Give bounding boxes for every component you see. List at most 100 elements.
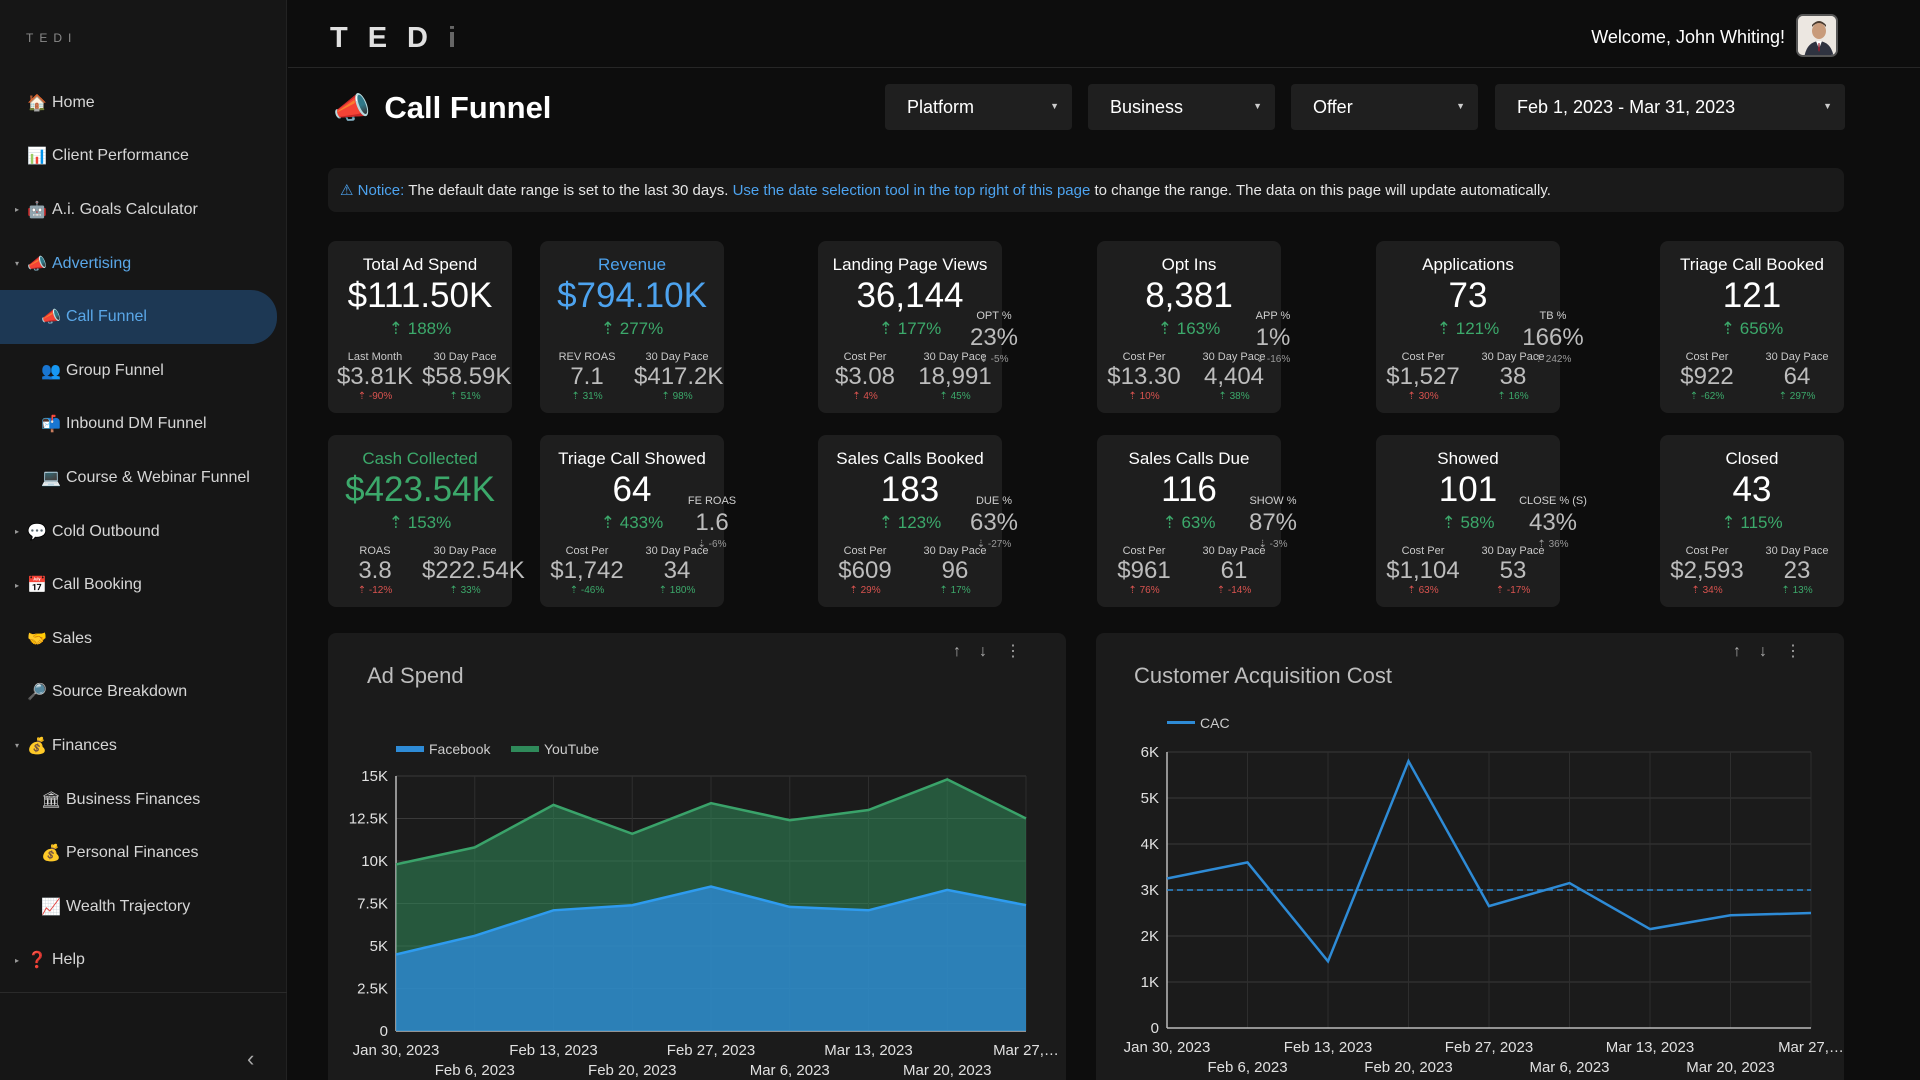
kpi-change: ⇡ 58%	[1376, 513, 1560, 533]
kpi-sub-change-value: -46%	[580, 585, 605, 596]
y-tick-label: 12.5K	[349, 811, 388, 828]
collapse-sidebar-button[interactable]: ‹	[247, 1046, 255, 1071]
more-options-icon[interactable]: ⋮	[1785, 643, 1819, 660]
chevron-down-icon: ▼	[1050, 101, 1059, 111]
caret-right-icon[interactable]: ▸	[15, 205, 20, 215]
x-tick-label: Mar 6, 2023	[750, 1062, 830, 1079]
ratio-change: ⇣ -5%	[979, 354, 1009, 365]
arrow-up-icon: ⇡	[1497, 391, 1509, 402]
sort-descending-icon[interactable]: ↓	[1759, 643, 1785, 660]
kpi-sub-change-value: 33%	[460, 585, 481, 596]
sidebar-item-source-breakdown[interactable]: 🔎 Source Breakdown	[0, 666, 287, 720]
kpi-sub-change: ⇡ 31%	[544, 391, 630, 402]
inbound-dm-funnel-icon: 📬	[41, 416, 61, 434]
kpi-sub-value: $961	[1117, 557, 1171, 584]
y-tick-label: 5K	[370, 938, 388, 955]
kpi-sub-label: 30 Day Pace	[433, 351, 497, 363]
kpi-card-closed: Closed 43 ⇡ 115% Cost Per $2,593 ⇡ 34% 30 Day …	[1660, 435, 1844, 607]
sidebar-item-wealth-trajectory[interactable]: 📈 Wealth Trajectory	[0, 880, 287, 934]
sidebar-item-home[interactable]: 🏠 Home	[0, 76, 287, 130]
sidebar-item-cold-outbound[interactable]: ▸ 💬 Cold Outbound	[0, 505, 287, 559]
cac-title: Customer Acquisition Cost	[1134, 663, 1392, 688]
kpi-sub-label: 30 Day Pace	[645, 545, 709, 557]
kpi-sub-change-value: 10%	[1139, 391, 1160, 402]
kpi-card-showed: Showed 101 ⇡ 58% Cost Per $1,104 ⇡ 63% 30 Day …	[1376, 435, 1560, 607]
sort-ascending-icon[interactable]: ↑	[1733, 643, 1759, 660]
kpi-sub-value: 61	[1220, 557, 1248, 584]
caret-right-icon[interactable]: ▸	[15, 527, 20, 537]
offer-filter-label: Offer	[1313, 96, 1353, 117]
kpi-sub-change-value: 76%	[1139, 585, 1160, 596]
y-tick-label: 4K	[1141, 836, 1159, 853]
arrow-up-icon: ⇡	[939, 391, 951, 402]
sidebar-item-call-funnel[interactable]: 📣 Call Funnel	[0, 290, 277, 344]
finances-icon: 💰	[27, 737, 47, 755]
kpi-sub-change-value: 51%	[460, 391, 481, 402]
x-tick-label: Jan 30, 2023	[353, 1042, 440, 1059]
offer-filter[interactable]: Offer ▼	[1291, 84, 1478, 130]
sidebar-item-group-funnel[interactable]: 👥 Group Funnel	[0, 344, 287, 398]
ratio-value: 1%	[1255, 324, 1291, 351]
caret-down-icon[interactable]: ▾	[15, 259, 20, 269]
kpi-card-applications: Applications 73 ⇡ 121% Cost Per $1,527 ⇡ 30% 3…	[1376, 241, 1560, 413]
more-options-icon[interactable]: ⋮	[1005, 643, 1039, 660]
sidebar-item-label: Course & Webinar Funnel	[66, 468, 250, 486]
kpi-sub-change-value: -62%	[1700, 391, 1725, 402]
business-filter[interactable]: Business ▼	[1088, 84, 1275, 130]
sidebar-item-label: Personal Finances	[66, 844, 199, 862]
personal-finances-icon: 💰	[41, 845, 61, 863]
app-logo[interactable]: TEDi	[330, 22, 476, 55]
ratio-label: DUE %	[975, 495, 1013, 507]
sidebar-item-sales[interactable]: 🤝 Sales	[0, 612, 287, 666]
kpi-sub-value: $1,742	[550, 557, 624, 584]
help-icon: ❓	[27, 952, 47, 970]
cold-outbound-icon: 💬	[27, 523, 47, 541]
arrow-up-icon: ⇡	[571, 391, 583, 402]
caret-right-icon[interactable]: ▸	[15, 580, 20, 590]
kpi-sub-change: ⇡ 13%	[1754, 585, 1840, 596]
legend-swatch-facebook	[396, 746, 424, 752]
client-performance-icon: 📊	[27, 148, 47, 166]
sidebar-item-help[interactable]: ▸ ❓ Help	[0, 934, 287, 988]
sidebar-item-business-finances[interactable]: 🏛 Business Finances	[0, 773, 287, 827]
notice-text: The default date range is set to the las…	[404, 182, 733, 199]
sidebar-item-inbound-dm-funnel[interactable]: 📬 Inbound DM Funnel	[0, 398, 287, 452]
kpi-sub-label: 30 Day Pace	[923, 545, 987, 557]
caret-right-icon[interactable]: ▸	[15, 955, 20, 965]
kpi-change-value: 177%	[897, 319, 942, 338]
avatar[interactable]	[1796, 14, 1838, 57]
kpi-sub-label: Cost Per	[843, 351, 887, 363]
kpi-sub-value: $922	[1680, 363, 1734, 390]
kpi-sub-change: ⇡ -14%	[1191, 585, 1277, 596]
sidebar-item-course-webinar-funnel[interactable]: 💻 Course & Webinar Funnel	[0, 451, 287, 505]
sidebar-item-call-booking[interactable]: ▸ 📅 Call Booking	[0, 558, 287, 612]
sort-ascending-icon[interactable]: ↑	[953, 643, 979, 660]
ad-spend-title: Ad Spend	[367, 663, 464, 688]
sidebar-item-label: Finances	[52, 736, 117, 754]
kpi-sub-label: Cost Per	[843, 545, 887, 557]
notice-date-tool-link[interactable]: Use the date selection tool in the top r…	[732, 182, 1091, 199]
kpi-sub-change-value: -17%	[1506, 585, 1531, 596]
kpi-sub-value: $417.2K	[634, 363, 724, 390]
kpi-sub-change-value: -12%	[368, 585, 393, 596]
sidebar-item-label: Help	[52, 951, 85, 969]
sidebar-item-a-i-goals-calculator[interactable]: ▸ 🤖 A.i. Goals Calculator	[0, 183, 287, 237]
kpi-sub-change: ⇡ 63%	[1380, 585, 1466, 596]
sidebar-item-finances[interactable]: ▾ 💰 Finances	[0, 719, 287, 773]
sidebar-item-client-performance[interactable]: 📊 Client Performance	[0, 130, 287, 184]
kpi-sub-change: ⇡ -12%	[332, 585, 418, 596]
kpi-sub-change-value: 38%	[1229, 391, 1250, 402]
platform-filter[interactable]: Platform ▼	[885, 84, 1072, 130]
sidebar-item-advertising[interactable]: ▾ 📣 Advertising	[0, 237, 287, 291]
kpi-value: 73	[1448, 276, 1488, 315]
date-range-filter[interactable]: Feb 1, 2023 - Mar 31, 2023 ▼	[1495, 84, 1845, 130]
sidebar-item-label: Wealth Trajectory	[66, 897, 191, 915]
kpi-sub-change-value: 34%	[1702, 585, 1723, 596]
sidebar-item-personal-finances[interactable]: 💰 Personal Finances	[0, 826, 287, 880]
caret-down-icon[interactable]: ▾	[15, 741, 20, 751]
ratio-label: OPT %	[976, 310, 1012, 322]
kpi-sub-change: ⇡ 297%	[1754, 391, 1840, 402]
notice-banner: ⚠ Notice: The default date range is set …	[328, 168, 1844, 212]
sort-descending-icon[interactable]: ↓	[979, 643, 1005, 660]
kpi-change-value: 58%	[1460, 513, 1495, 532]
